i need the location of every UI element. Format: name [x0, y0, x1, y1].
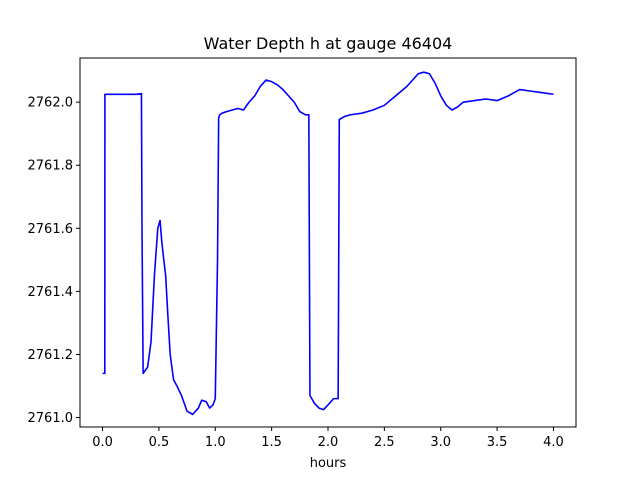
y-tick-label: 2761.0 — [28, 411, 74, 426]
x-tick-label: 2.5 — [374, 435, 395, 450]
x-axis-label: hours — [310, 456, 347, 471]
x-tick-label: 0.0 — [92, 435, 113, 450]
x-tick-label: 1.0 — [205, 435, 226, 450]
y-axis: 2761.0 2761.2 2761.4 2761.6 2761.8 2762.0 — [28, 96, 80, 426]
x-tick-label: 2.0 — [318, 435, 339, 450]
x-tick-label: 3.0 — [430, 435, 451, 450]
chart-title: Water Depth h at gauge 46404 — [204, 34, 453, 53]
axes-frame — [79, 57, 577, 428]
y-tick-label: 2761.2 — [28, 348, 74, 363]
y-tick-label: 2761.8 — [28, 159, 74, 174]
x-tick-label: 0.5 — [149, 435, 170, 450]
x-tick-label: 1.5 — [261, 435, 282, 450]
y-tick-label: 2762.0 — [28, 96, 74, 111]
series-line — [102, 71, 554, 416]
x-tick-label: 4.0 — [543, 435, 564, 450]
y-tick-label: 2761.6 — [28, 222, 74, 237]
y-tick-label: 2761.4 — [28, 285, 74, 300]
x-tick-label: 3.5 — [487, 435, 508, 450]
x-axis: 0.0 0.5 1.0 1.5 2.0 2.5 3.0 3.5 4.0 — [92, 427, 564, 450]
plot-area — [79, 57, 577, 428]
